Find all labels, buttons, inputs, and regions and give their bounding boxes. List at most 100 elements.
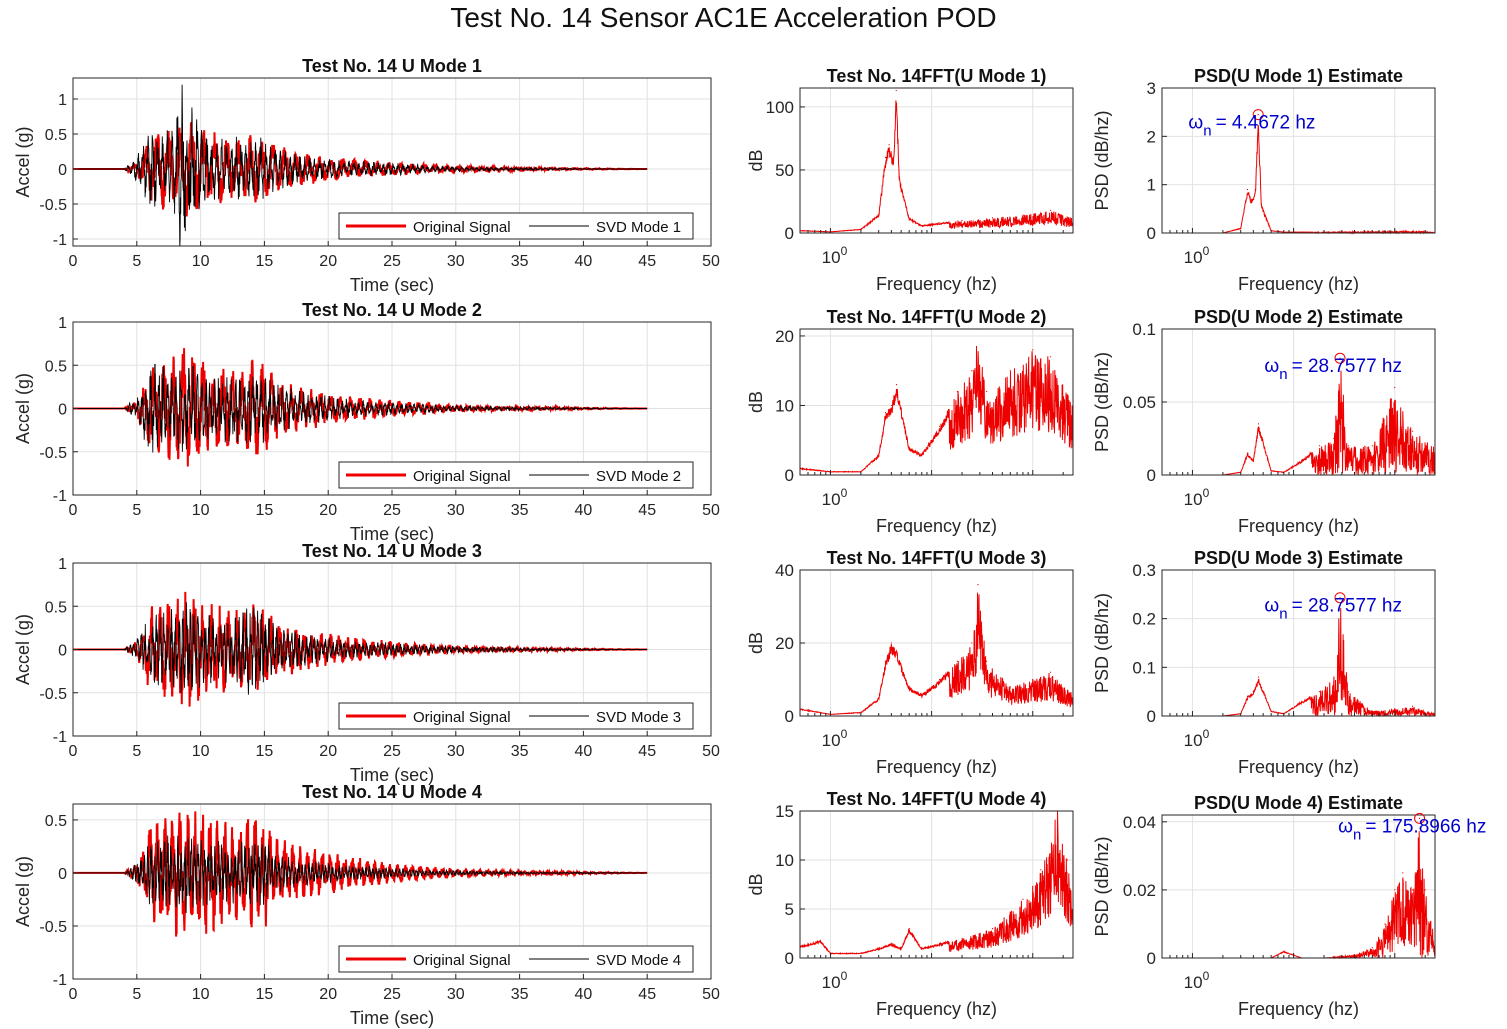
y-axis-label: PSD (dB/hz) xyxy=(1092,110,1112,210)
legend-label-original: Original Signal xyxy=(413,952,511,969)
x-tick-label: 100 xyxy=(1184,727,1210,750)
x-tick-exponent: 0 xyxy=(1203,244,1210,258)
peak-annotation: ωn = 4.4672 hz xyxy=(1188,113,1315,140)
y-tick-label: 0 xyxy=(58,643,67,660)
fft-line xyxy=(800,100,1073,233)
plot-area xyxy=(800,329,1073,475)
data-point xyxy=(956,390,959,393)
data-point xyxy=(908,928,910,930)
legend-label-original: Original Signal xyxy=(413,468,511,485)
data-point xyxy=(921,453,923,455)
peak-marker xyxy=(1414,812,1426,824)
svd-mode-line xyxy=(73,363,648,453)
chart-title: PSD(U Mode 2) Estimate xyxy=(1194,307,1403,327)
peak-marker xyxy=(1334,352,1346,364)
omega-symbol: ω xyxy=(1338,816,1353,837)
plot-area xyxy=(1162,570,1435,716)
y-axis-label: dB xyxy=(746,149,766,171)
y-tick-label: 0 xyxy=(1147,224,1156,243)
x-tick-label: 30 xyxy=(447,743,465,760)
data-point xyxy=(1301,700,1303,703)
x-axis-label: Time (sec) xyxy=(350,765,434,785)
chart-title: Test No. 14FFT(U Mode 4) xyxy=(827,789,1047,809)
data-point xyxy=(921,947,923,949)
x-tick-label: 20 xyxy=(319,986,337,1003)
legend-label-svd: SVD Mode 2 xyxy=(596,468,681,485)
data-point xyxy=(1333,676,1335,678)
data-point xyxy=(1246,452,1249,454)
data-point xyxy=(1424,889,1426,891)
y-tick-label: 0.2 xyxy=(1132,610,1156,629)
x-tick-label: 35 xyxy=(511,743,529,760)
data-point xyxy=(921,224,923,227)
x-tick-label: 40 xyxy=(575,743,593,760)
y-tick-label: 0.1 xyxy=(1132,320,1156,339)
data-point xyxy=(1257,113,1259,116)
legend-label-svd: SVD Mode 4 xyxy=(596,952,681,969)
omega-symbol: ω xyxy=(1264,596,1279,617)
x-tick-label: 5 xyxy=(132,253,141,270)
data-point xyxy=(1049,671,1052,673)
y-tick-label: 5 xyxy=(785,900,794,919)
data-point xyxy=(1411,705,1414,707)
omega-subscript: n xyxy=(1279,606,1287,623)
data-point xyxy=(890,942,892,944)
x-tick-label: 5 xyxy=(132,986,141,1003)
x-tick-label: 25 xyxy=(383,253,401,270)
x-tick-label: 5 xyxy=(132,743,141,760)
data-point xyxy=(991,217,994,219)
axes-box xyxy=(799,328,1074,476)
data-point xyxy=(1394,889,1396,891)
data-point xyxy=(1240,227,1242,229)
data-point xyxy=(878,697,880,699)
data-point xyxy=(986,390,988,393)
data-point xyxy=(1339,597,1341,599)
y-axis-label: dB xyxy=(746,873,766,895)
plot-area xyxy=(800,88,1073,233)
x-tick-label: 100 xyxy=(822,969,848,992)
data-point xyxy=(1032,678,1034,681)
y-tick-label: 0.5 xyxy=(45,358,67,375)
chart-title: PSD(U Mode 3) Estimate xyxy=(1194,548,1403,568)
fft-line xyxy=(800,345,1073,473)
x-tick-label: 100 xyxy=(822,486,848,509)
data-point xyxy=(1318,445,1321,447)
y-tick-label: -0.5 xyxy=(39,919,67,936)
data-point xyxy=(1318,691,1321,693)
x-tick-label: 0 xyxy=(69,986,78,1003)
peak-value: = 175.8966 hz xyxy=(1365,816,1486,837)
x-tick-label: 50 xyxy=(702,502,720,519)
data-point xyxy=(878,947,880,949)
data-point xyxy=(895,89,897,92)
omega-subscript: n xyxy=(1353,826,1361,843)
x-tick-label: 25 xyxy=(383,743,401,760)
data-point xyxy=(1411,230,1414,232)
data-point xyxy=(1254,188,1257,191)
chart-time-mode-3: 0 5 10 15 20 25 30 35 40 45 50 -1 -0.5 0 0.5 1 Test No. … xyxy=(13,541,720,785)
data-point xyxy=(971,642,973,644)
data-point xyxy=(890,642,892,644)
y-tick-label: 10 xyxy=(775,396,794,415)
x-tick-label: 50 xyxy=(702,986,720,1003)
y-tick-label: 10 xyxy=(775,851,794,870)
data-point xyxy=(1246,695,1249,698)
x-tick-label: 10 xyxy=(192,502,210,519)
y-tick-label: 0 xyxy=(58,866,67,883)
x-axis-label: Frequency (hz) xyxy=(876,757,997,777)
x-tick-label: 10 xyxy=(192,743,210,760)
y-axis-label: Accel (g) xyxy=(13,126,33,197)
y-tick-label: 15 xyxy=(775,802,794,821)
peak-value: = 4.4672 hz xyxy=(1216,113,1316,134)
x-tick-exponent: 0 xyxy=(841,244,848,258)
y-tick-label: 1 xyxy=(58,315,67,332)
legend-label-svd: SVD Mode 3 xyxy=(596,709,681,726)
x-tick-exponent: 0 xyxy=(1203,486,1210,500)
x-tick-label: 100 xyxy=(1184,486,1210,509)
x-tick-label: 25 xyxy=(383,502,401,519)
svd-mode-line xyxy=(73,835,648,914)
chart-title: Test No. 14 U Mode 2 xyxy=(302,300,482,320)
